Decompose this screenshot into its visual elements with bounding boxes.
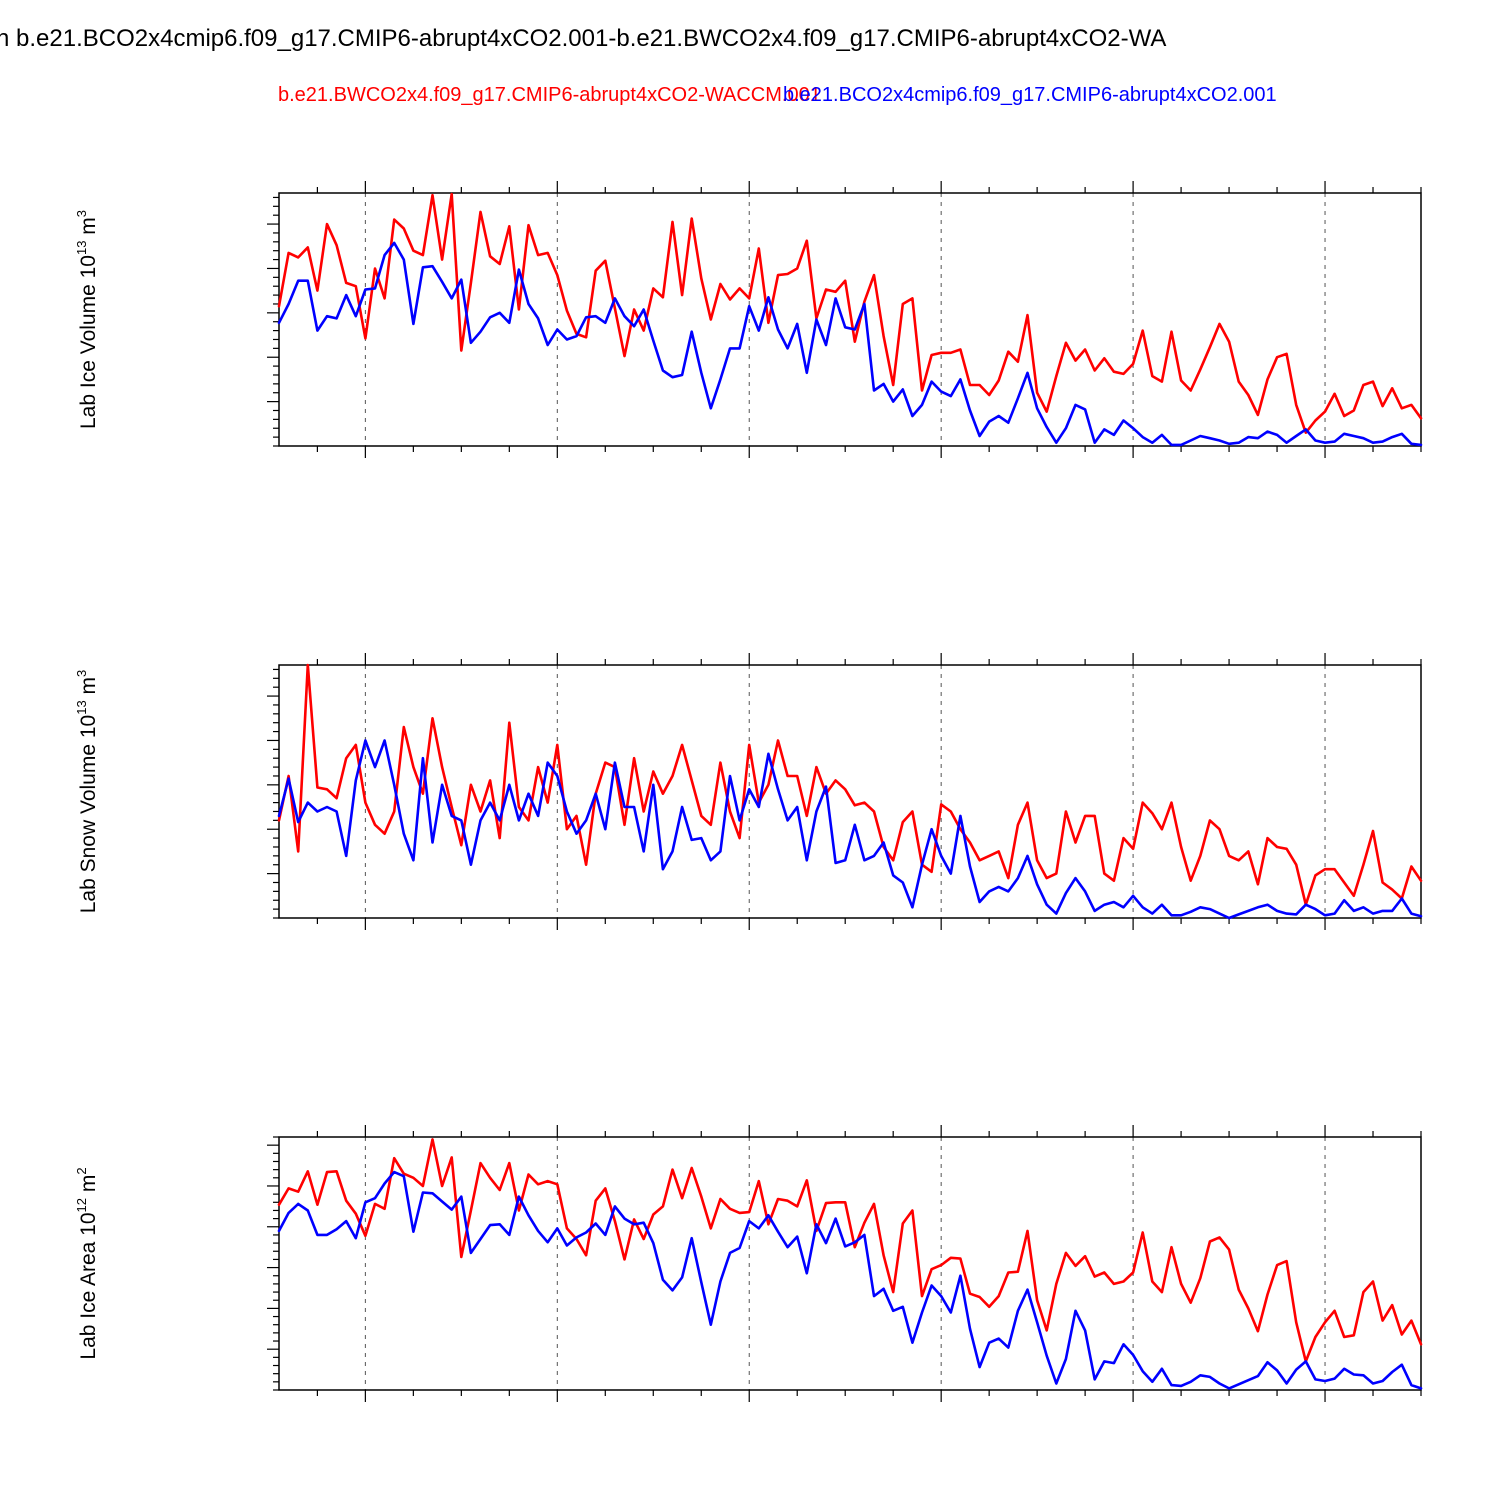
- y-axis-label: Lab Snow Volume 1013 m3: [74, 670, 100, 914]
- y-axis-label-superscript: 13: [74, 241, 89, 255]
- series-line-blue: [277, 1170, 1423, 1390]
- y-axis-label-text: Lab Snow Volume 10: [77, 715, 100, 913]
- plot-frame: [278, 664, 1422, 919]
- y-axis-label-text: m: [77, 1175, 100, 1198]
- y-axis-label-superscript: 13: [74, 700, 89, 714]
- y-axis-label-superscript: 3: [74, 670, 89, 677]
- y-axis-label-text: m: [77, 217, 100, 240]
- series-line-red: [277, 663, 1423, 907]
- y-axis-label-superscript: 2: [74, 1167, 89, 1174]
- chart-panel-2: Lab Snow Volume 1013 m3: [74, 653, 1423, 930]
- y-axis-label-text: m: [77, 677, 100, 700]
- chart-panel-3: Lab Ice Area 1012 m2: [74, 1125, 1423, 1402]
- series-line-red: [277, 192, 1423, 435]
- main-title: n b.e21.BCO2x4cmip6.f09_g17.CMIP6-abrupt…: [0, 25, 1166, 52]
- y-axis-label-text: Lab Ice Volume 10: [77, 255, 100, 429]
- y-axis-label: Lab Ice Volume 1013 m3: [74, 210, 100, 429]
- y-axis-label-superscript: 3: [74, 210, 89, 217]
- y-axis-label: Lab Ice Area 1012 m2: [74, 1167, 100, 1359]
- series-line-red: [277, 1138, 1423, 1363]
- y-axis-label-superscript: 12: [74, 1198, 89, 1212]
- y-axis-label-text: Lab Ice Area 10: [77, 1212, 100, 1359]
- plot-frame: [278, 1136, 1422, 1391]
- chart-panel-1: Lab Ice Volume 1013 m3: [74, 181, 1423, 458]
- plot-frame: [278, 192, 1422, 447]
- series-line-blue: [277, 739, 1423, 920]
- series-line-blue: [277, 241, 1423, 447]
- legend-red-series: b.e21.BWCO2x4.f09_g17.CMIP6-abrupt4xCO2-…: [278, 84, 821, 106]
- legend-blue-series: b.e21.BCO2x4cmip6.f09_g17.CMIP6-abrupt4x…: [783, 84, 1277, 106]
